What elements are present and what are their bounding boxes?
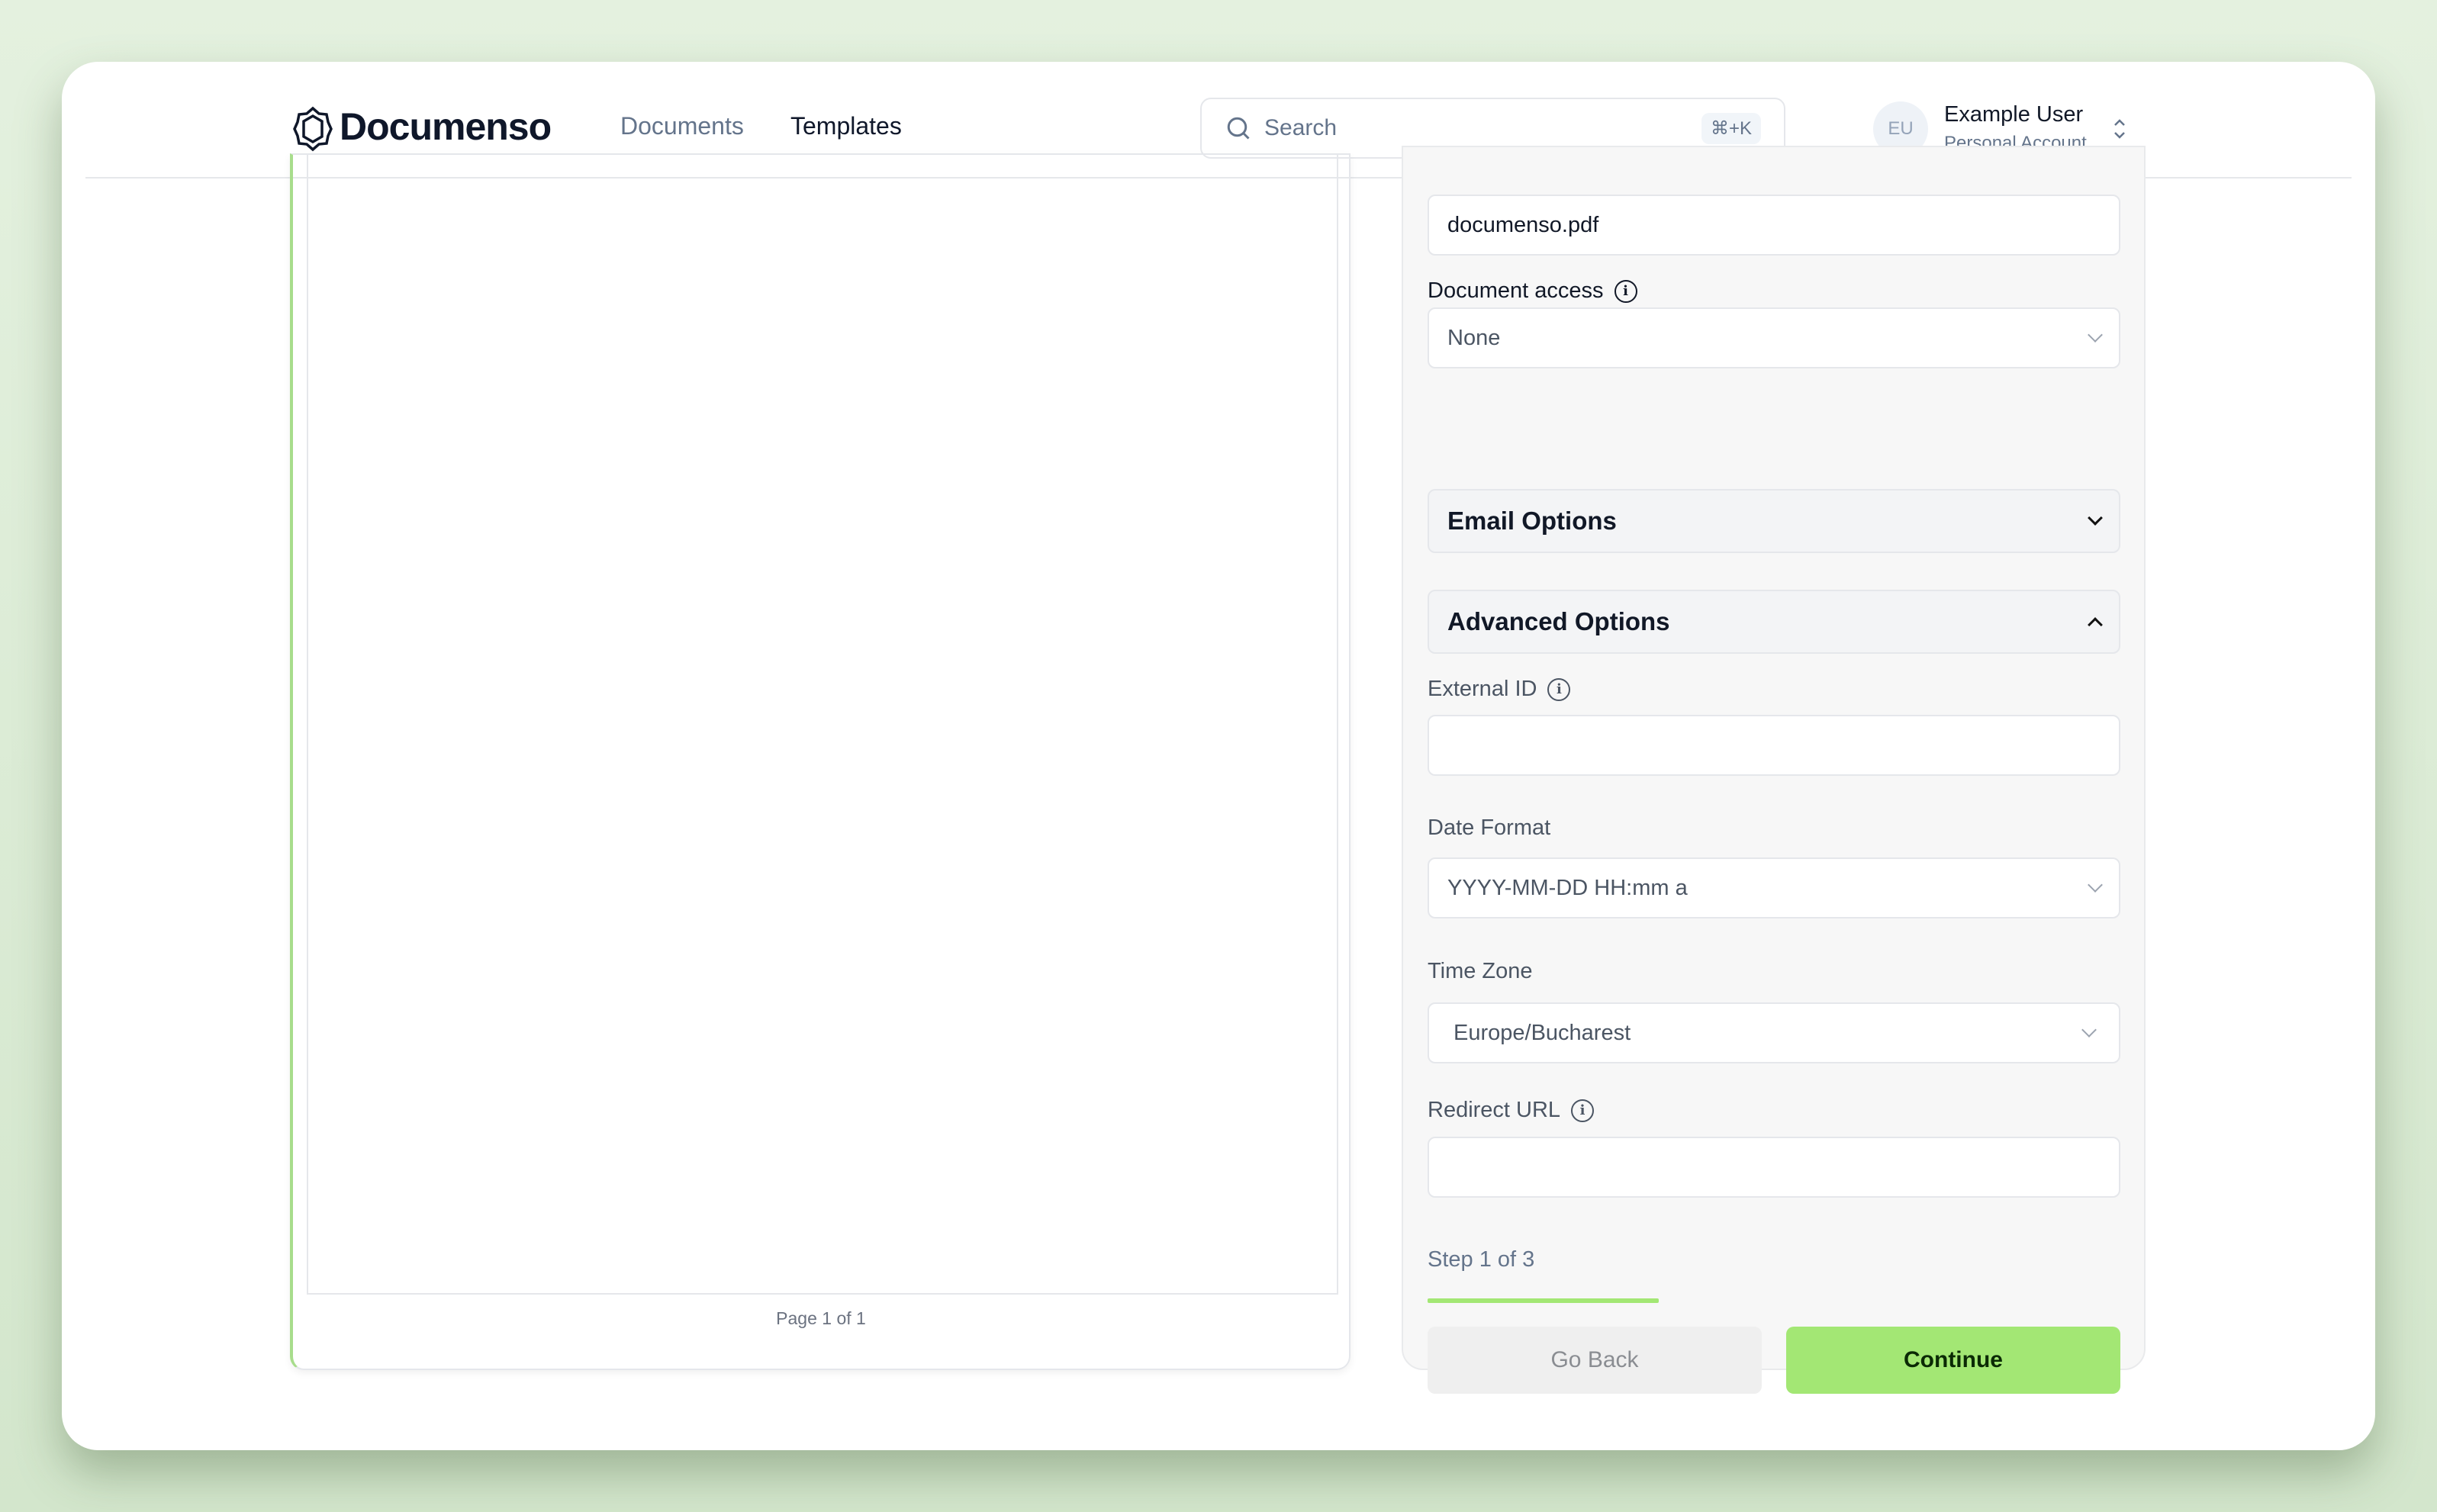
redirect-url-label: Redirect URL i <box>1428 1098 1595 1123</box>
document-access-value: None <box>1447 325 1501 350</box>
search-placeholder: Search <box>1264 115 1338 140</box>
email-options-label: Email Options <box>1447 507 1617 535</box>
nav-templates[interactable]: Templates <box>790 112 902 140</box>
time-zone-select[interactable]: Europe/Bucharest <box>1428 1002 2120 1063</box>
header-divider <box>85 177 2352 179</box>
advanced-options-label: Advanced Options <box>1447 607 1670 635</box>
chevron-down-icon <box>2088 877 2103 893</box>
chevron-down-icon <box>2088 327 2103 343</box>
search-shortcut: ⌘+K <box>1701 112 1761 144</box>
date-format-value: YYYY-MM-DD HH:mm a <box>1447 875 1688 900</box>
info-icon[interactable]: i <box>1571 1099 1595 1122</box>
chevron-down-icon <box>2088 510 2103 526</box>
settings-panel: documenso.pdf Document access i None Emai… <box>1402 146 2146 1394</box>
title-input[interactable]: documenso.pdf <box>1428 195 2120 256</box>
time-zone-value: Europe/Bucharest <box>1454 1020 1631 1045</box>
redirect-url-label-text: Redirect URL <box>1428 1098 1561 1122</box>
chevrons-up-down-icon[interactable] <box>2111 115 2128 143</box>
document-viewer: Page 1 of 1 <box>290 153 1350 1370</box>
redirect-url-input[interactable] <box>1428 1137 2120 1198</box>
search-icon <box>1227 117 1250 140</box>
nav-documents[interactable]: Documents <box>620 112 744 140</box>
step-indicator: Step 1 of 3 <box>1428 1247 1535 1272</box>
external-id-label-text: External ID <box>1428 677 1537 701</box>
pdf-page[interactable] <box>307 155 1338 1295</box>
app-window: Documenso Documents Templates Search ⌘+K… <box>62 62 2375 1450</box>
step-progress-bar <box>1428 1298 2120 1303</box>
info-icon[interactable]: i <box>1614 279 1637 303</box>
user-name[interactable]: Example User <box>1944 102 2084 127</box>
step-progress-fill <box>1428 1298 1659 1303</box>
continue-button[interactable]: Continue <box>1786 1327 2120 1394</box>
go-back-button[interactable]: Go Back <box>1428 1327 1762 1394</box>
email-options-accordion[interactable]: Email Options <box>1428 489 2120 553</box>
document-access-label: Document access i <box>1428 278 1637 304</box>
info-icon[interactable]: i <box>1547 677 1571 701</box>
chevron-down-icon <box>2081 1022 2097 1037</box>
date-format-label: Date Format <box>1428 816 1551 840</box>
document-access-label-text: Document access <box>1428 278 1604 303</box>
chevron-up-icon <box>2088 617 2103 632</box>
time-zone-label: Time Zone <box>1428 959 1533 983</box>
document-access-select[interactable]: None <box>1428 307 2120 368</box>
documenso-logo-icon <box>293 106 333 152</box>
date-format-select[interactable]: YYYY-MM-DD HH:mm a <box>1428 857 2120 918</box>
page-indicator: Page 1 of 1 <box>776 1308 866 1328</box>
external-id-input[interactable] <box>1428 715 2120 776</box>
external-id-label: External ID i <box>1428 677 1571 702</box>
advanced-options-accordion[interactable]: Advanced Options <box>1428 590 2120 654</box>
brand-name[interactable]: Documenso <box>340 105 552 148</box>
